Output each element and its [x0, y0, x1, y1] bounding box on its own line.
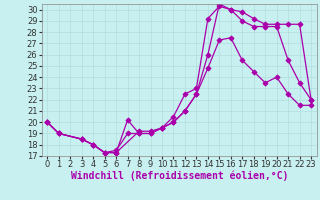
X-axis label: Windchill (Refroidissement éolien,°C): Windchill (Refroidissement éolien,°C): [70, 171, 288, 181]
